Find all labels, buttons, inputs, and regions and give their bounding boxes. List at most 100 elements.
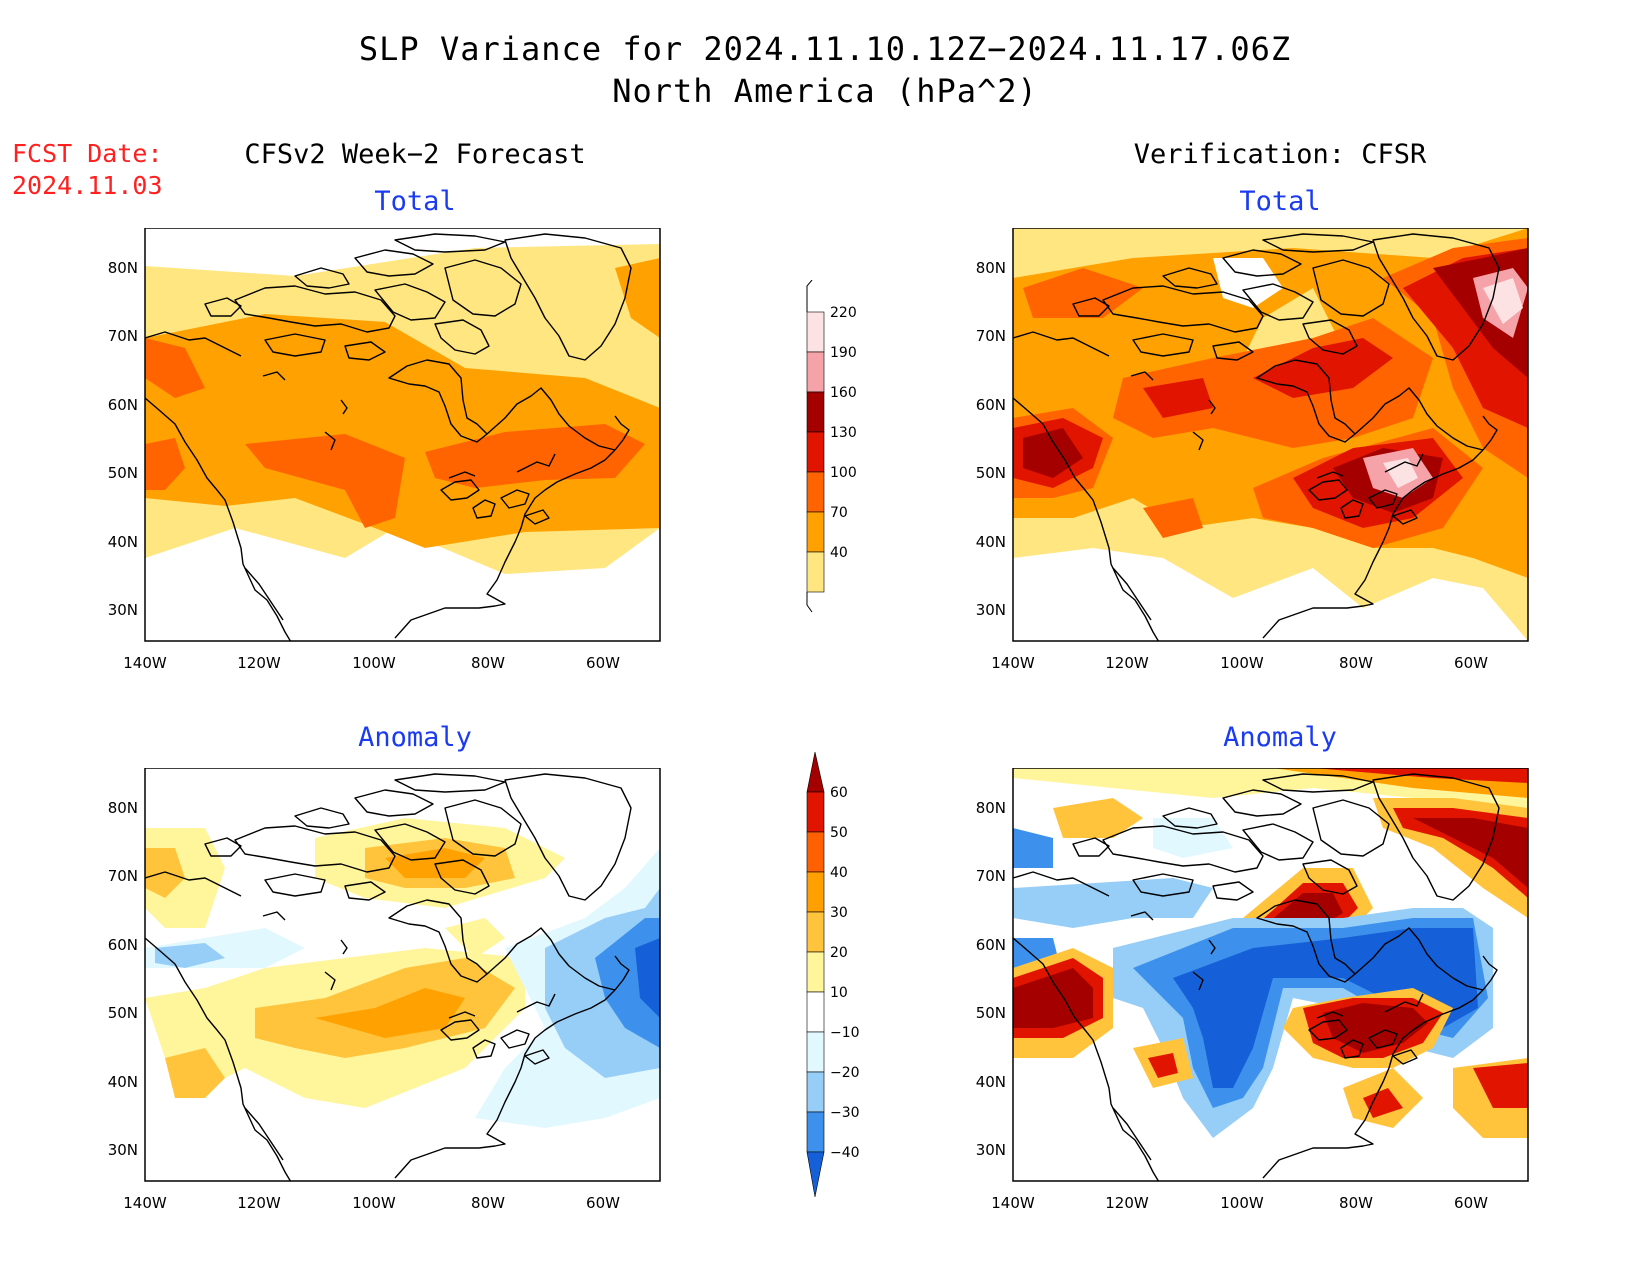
lon-label: 100W <box>352 1194 396 1212</box>
lat-label: 70N <box>976 867 1006 885</box>
lon-label: 60W <box>586 654 620 672</box>
lat-label: 60N <box>108 396 138 414</box>
anomaly-colorbar-labels: 60 50 40 30 20 10 −10 −20 −30 −40 <box>830 785 860 1161</box>
anomaly-colorbar-segment <box>806 831 825 873</box>
main-title: SLP Variance for 2024.11.10.12Z−2024.11.… <box>358 30 1292 68</box>
colorbar-label: 40 <box>830 865 848 881</box>
lon-label: 100W <box>1220 1194 1264 1212</box>
lat-label: 80N <box>108 799 138 817</box>
forecast-total-map: 80N 70N 60N 50N 40N 30N 140W 120W 100W 8… <box>108 228 661 672</box>
lon-label: 60W <box>1454 1194 1488 1212</box>
colorbar-label: 50 <box>830 825 848 841</box>
colorbar-label: 30 <box>830 905 848 921</box>
forecast-total-subtitle: Total <box>374 186 456 217</box>
lat-label: 40N <box>108 1073 138 1091</box>
anomaly-colorbar-top-arrow <box>806 752 825 793</box>
lon-label: 140W <box>123 654 167 672</box>
colorbar-label: 220 <box>830 305 857 321</box>
lat-label: 60N <box>976 396 1006 414</box>
lat-label: 80N <box>108 259 138 277</box>
lon-label: 100W <box>1220 654 1264 672</box>
colorbar-label: 40 <box>830 545 848 561</box>
lat-label: 50N <box>976 464 1006 482</box>
colorbar-label: 160 <box>830 385 857 401</box>
anomaly-colorbar-segment <box>806 911 825 953</box>
forecast-total-lat-ticks: 80N 70N 60N 50N 40N 30N <box>108 259 138 619</box>
lon-label: 140W <box>991 1194 1035 1212</box>
total-colorbar-segment <box>806 551 825 593</box>
fcst-date: FCST Date: 2024.11.03 <box>12 138 163 202</box>
lat-label: 50N <box>108 464 138 482</box>
anomaly-colorbar-segment <box>806 951 825 993</box>
colorbar-label: −20 <box>830 1065 860 1081</box>
forecast-anomaly-map: 80N 70N 60N 50N 40N 30N 140W 120W 100W 8… <box>108 768 661 1212</box>
colorbar-label: 10 <box>830 985 848 1001</box>
lon-label: 140W <box>123 1194 167 1212</box>
anomaly-colorbar-segments <box>806 791 825 1153</box>
lon-label: 120W <box>237 1194 281 1212</box>
lat-label: 70N <box>108 327 138 345</box>
total-colorbar-segment <box>806 511 825 553</box>
lat-label: 70N <box>108 867 138 885</box>
lat-label: 80N <box>976 799 1006 817</box>
lat-label: 80N <box>976 259 1006 277</box>
forecast-anomaly-lon-ticks: 140W 120W 100W 80W 60W <box>123 1194 620 1212</box>
colorbar-label: −10 <box>830 1025 860 1041</box>
lon-label: 120W <box>1105 654 1149 672</box>
forecast-total-lon-ticks: 140W 120W 100W 80W 60W <box>123 654 620 672</box>
anomaly-colorbar-segment <box>806 991 825 1033</box>
lat-label: 30N <box>108 601 138 619</box>
lat-label: 40N <box>976 1073 1006 1091</box>
total-colorbar-segment <box>806 391 825 433</box>
lat-label: 60N <box>108 936 138 954</box>
total-colorbar-segments <box>806 311 825 593</box>
total-colorbar-segment <box>806 471 825 513</box>
fcst-date-label: FCST Date: <box>12 139 163 168</box>
lat-label: 60N <box>976 936 1006 954</box>
verification-anomaly-subtitle: Anomaly <box>1223 722 1337 753</box>
total-colorbar: 220 190 160 130 100 70 40 <box>806 280 857 613</box>
colorbar-label: −30 <box>830 1105 860 1121</box>
lon-label: 100W <box>352 654 396 672</box>
verification-total-lat-ticks: 80N 70N 60N 50N 40N 30N <box>976 259 1006 619</box>
forecast-anomaly-subtitle: Anomaly <box>358 722 472 753</box>
colorbar-label: 100 <box>830 465 857 481</box>
lat-label: 50N <box>108 1004 138 1022</box>
anomaly-colorbar: 60 50 40 30 20 10 −10 −20 −30 −40 <box>806 752 860 1198</box>
lon-label: 80W <box>471 654 505 672</box>
verification-total-map: 80N 70N 60N 50N 40N 30N 140W 120W 100W 8… <box>976 228 1529 672</box>
lon-label: 140W <box>991 654 1035 672</box>
lon-label: 60W <box>586 1194 620 1212</box>
total-colorbar-segment <box>806 351 825 393</box>
colorbar-label: 190 <box>830 345 857 361</box>
anomaly-colorbar-segment <box>806 871 825 913</box>
lon-label: 80W <box>1339 1194 1373 1212</box>
total-colorbar-labels: 220 190 160 130 100 70 40 <box>830 305 857 561</box>
verification-anomaly-map: 80N 70N 60N 50N 40N 30N 140W 120W 100W 8… <box>976 768 1529 1212</box>
fcst-date-value: 2024.11.03 <box>12 171 163 200</box>
lat-label: 50N <box>976 1004 1006 1022</box>
lon-label: 80W <box>1339 654 1373 672</box>
colorbar-label: 130 <box>830 425 857 441</box>
lon-label: 80W <box>471 1194 505 1212</box>
verification-column-header: Verification: CFSR <box>1133 139 1427 170</box>
verification-anomaly-lon-ticks: 140W 120W 100W 80W 60W <box>991 1194 1488 1212</box>
main-subtitle: North America (hPa^2) <box>612 72 1038 110</box>
lat-label: 70N <box>976 327 1006 345</box>
total-colorbar-segment <box>806 311 825 353</box>
anomaly-colorbar-segment <box>806 1111 825 1153</box>
anomaly-colorbar-segment <box>806 1071 825 1113</box>
lat-label: 40N <box>976 533 1006 551</box>
verification-total-lon-ticks: 140W 120W 100W 80W 60W <box>991 654 1488 672</box>
forecast-anomaly-lat-ticks: 80N 70N 60N 50N 40N 30N <box>108 799 138 1159</box>
colorbar-label: 60 <box>830 785 848 801</box>
total-colorbar-segment <box>806 431 825 473</box>
lon-label: 120W <box>237 654 281 672</box>
colorbar-label: 20 <box>830 945 848 961</box>
lat-label: 40N <box>108 533 138 551</box>
verification-total-subtitle: Total <box>1239 186 1321 217</box>
anomaly-colorbar-bottom-arrow <box>806 1151 825 1198</box>
anomaly-colorbar-segment <box>806 791 825 833</box>
anomaly-colorbar-segment <box>806 1031 825 1073</box>
lat-label: 30N <box>976 601 1006 619</box>
